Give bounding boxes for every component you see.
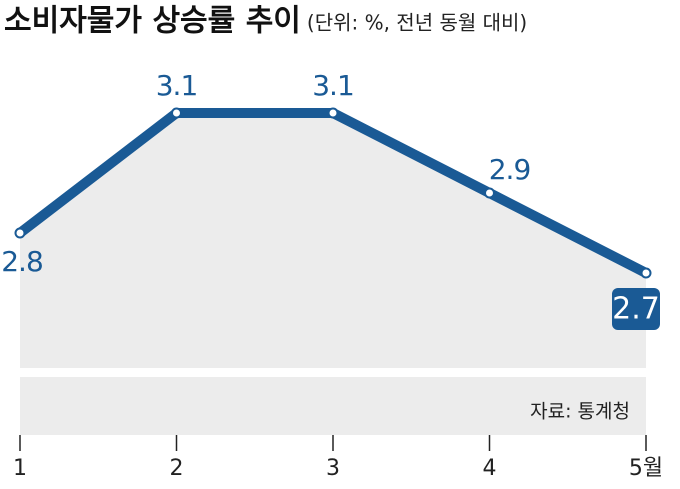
value-label: 2.8 <box>1 245 43 278</box>
chart-subtitle: (단위: %, 전년 동월 대비) <box>307 11 527 35</box>
point <box>640 267 652 279</box>
point <box>171 107 182 119</box>
point <box>484 187 495 199</box>
x-tick-label: 1 <box>13 456 27 481</box>
point <box>14 227 26 239</box>
value-label: 2.9 <box>489 153 531 186</box>
x-tick-label: 4 <box>483 456 497 481</box>
value-label: 2.7 <box>612 292 660 327</box>
point <box>327 107 339 119</box>
value-label: 3.1 <box>156 69 198 102</box>
value-label-box <box>612 288 660 330</box>
x-tick-label: 5월 <box>629 456 663 481</box>
area <box>20 113 646 368</box>
value-label: 3.1 <box>312 69 354 102</box>
source: 자료: 통계청 <box>530 401 630 423</box>
source-band <box>20 377 646 435</box>
chart-title: 소비자물가 상승률 추이 <box>4 4 301 39</box>
x-tick-label: 2 <box>170 456 184 481</box>
x-tick-label: 3 <box>326 456 340 481</box>
